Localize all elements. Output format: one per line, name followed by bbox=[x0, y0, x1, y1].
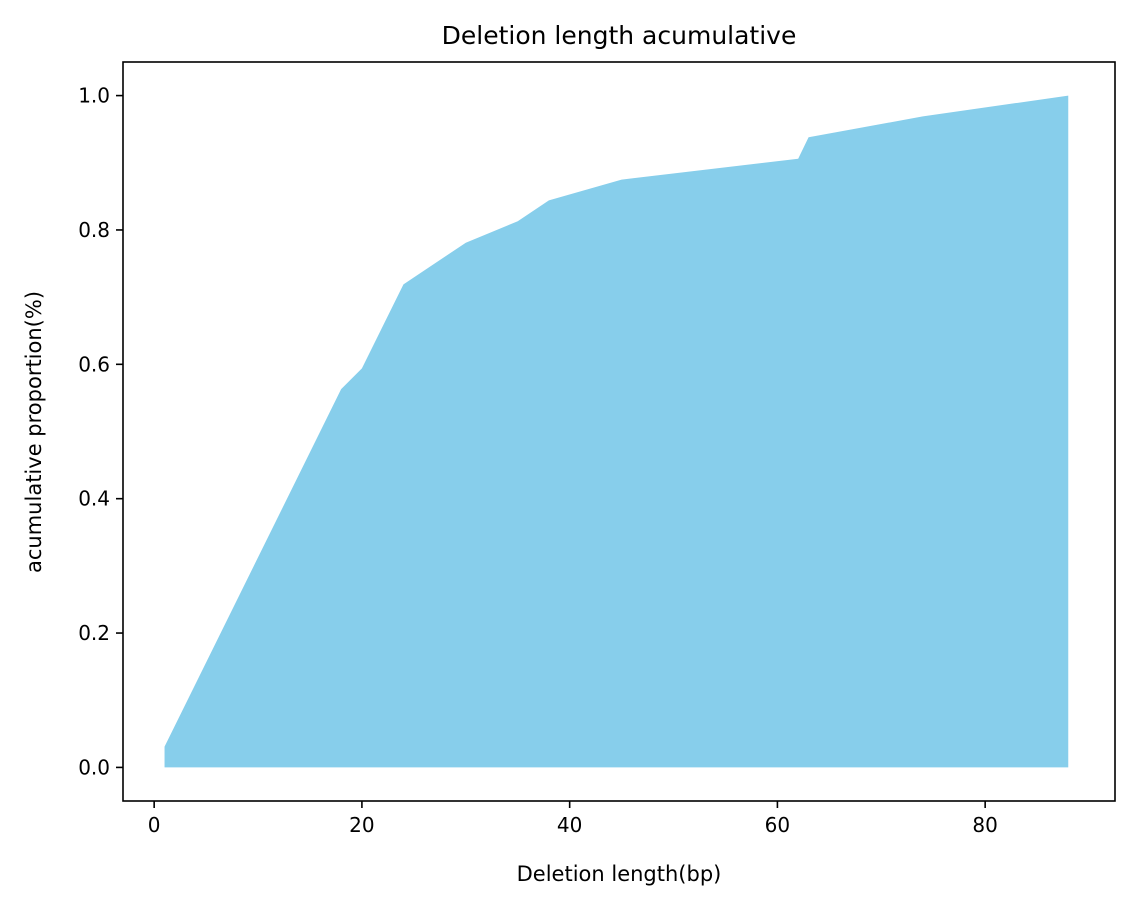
y-tick-label: 0.6 bbox=[78, 352, 110, 376]
x-tick-label: 0 bbox=[148, 813, 161, 837]
plot-area bbox=[164, 95, 1069, 768]
y-tick-label: 0.0 bbox=[78, 755, 110, 779]
y-axis-label: acumulative proportion(%) bbox=[22, 291, 46, 573]
x-tick-label: 40 bbox=[557, 813, 582, 837]
x-axis-ticks: 0 20 40 60 80 bbox=[148, 801, 998, 837]
x-axis-label: Deletion length(bp) bbox=[517, 862, 722, 886]
chart-title: Deletion length acumulative bbox=[442, 21, 797, 50]
y-axis-ticks: 0.0 0.2 0.4 0.6 0.8 1.0 bbox=[78, 84, 123, 779]
y-tick-label: 0.8 bbox=[78, 218, 110, 242]
plot-frame bbox=[122, 61, 1116, 802]
y-tick-label: 0.2 bbox=[78, 621, 110, 645]
x-tick-label: 80 bbox=[972, 813, 997, 837]
area-series bbox=[164, 95, 1069, 768]
y-tick-label: 1.0 bbox=[78, 84, 110, 108]
x-tick-label: 60 bbox=[765, 813, 790, 837]
y-tick-label: 0.4 bbox=[78, 487, 110, 511]
x-tick-label: 20 bbox=[349, 813, 374, 837]
